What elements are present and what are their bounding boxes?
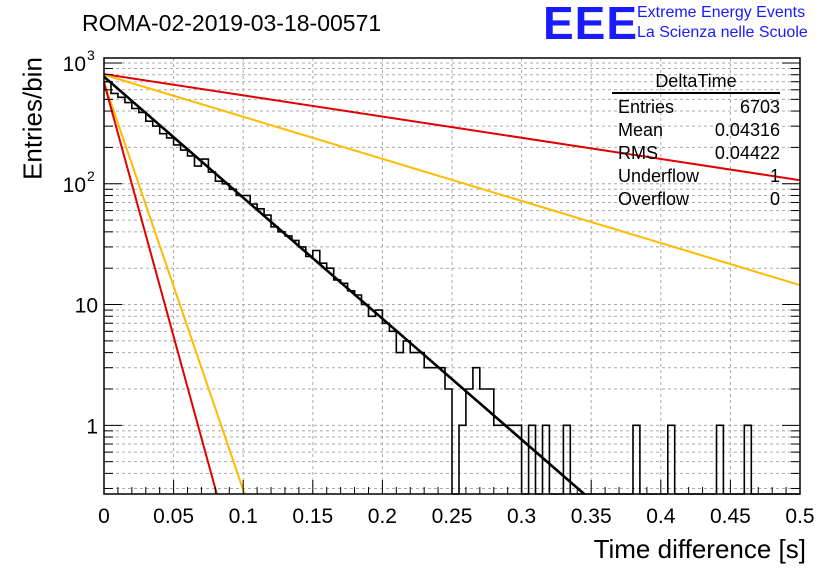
x-tick-label: 0.35	[571, 505, 612, 528]
stats-label: Overflow	[618, 189, 690, 209]
histogram-bin	[362, 305, 369, 494]
histogram-bin	[668, 425, 675, 494]
histogram-bin	[160, 134, 167, 494]
histogram-bin	[529, 425, 536, 494]
stats-label: Entries	[618, 97, 675, 117]
histogram-bin	[417, 353, 424, 494]
y-tick-label: 10	[63, 174, 86, 197]
logo-subtitle-1: Extreme Energy Events	[637, 4, 806, 21]
histogram-bin	[104, 82, 111, 494]
histogram-bin	[194, 166, 201, 494]
stats-box: DeltaTime Entries 6703 Mean 0.04316 RMS 0.0…	[612, 71, 780, 211]
stats-value: 0.04422	[714, 143, 780, 163]
y-tick-exponent: 2	[87, 168, 95, 184]
histogram-bin	[327, 268, 334, 494]
stats-row-underflow: Underflow 1	[612, 165, 780, 188]
histogram-bin	[215, 181, 222, 494]
curve-orange-fast	[103, 82, 246, 495]
histogram-bin	[389, 331, 396, 494]
x-tick-label: 0.3	[507, 505, 536, 528]
histogram-bin	[368, 316, 375, 494]
stats-row-overflow: Overflow 0	[612, 188, 780, 211]
histogram-bin	[243, 195, 250, 494]
stats-label: Underflow	[618, 166, 700, 186]
histogram-bin	[229, 189, 236, 494]
histogram-bin	[257, 209, 264, 494]
histogram-bin	[348, 291, 355, 494]
histogram-bin	[744, 425, 751, 494]
histogram-bin	[188, 156, 195, 494]
eee-logo: EEE	[543, 0, 639, 49]
x-tick-label: 0.5	[785, 505, 814, 528]
curve-fit	[103, 75, 586, 495]
histogram-bin	[445, 389, 452, 494]
histogram-bin	[271, 227, 278, 494]
x-tick-label: 0	[98, 505, 110, 528]
x-tick-label: 0.15	[292, 505, 333, 528]
x-tick-label: 0.4	[646, 505, 676, 528]
y-tick-label: 10	[63, 53, 86, 76]
histogram-bin	[633, 425, 640, 494]
stats-value: 0.04316	[714, 120, 780, 140]
histogram-bin	[250, 204, 257, 494]
stats-label: Mean	[618, 120, 664, 140]
histogram-bin	[299, 247, 306, 494]
histogram-bin	[501, 425, 508, 494]
histogram-bin	[487, 389, 494, 494]
histogram-bin	[508, 425, 515, 494]
logo-subtitle-2: La Scienza nelle Scuole	[637, 24, 808, 41]
stats-label: RMS	[618, 143, 658, 163]
x-tick-label: 0.25	[432, 505, 473, 528]
x-tick-label: 0.45	[710, 505, 751, 528]
histogram-bin	[466, 389, 473, 494]
histogram-bin	[375, 310, 382, 494]
y-tick-exponent: 3	[87, 47, 95, 63]
stats-title: DeltaTime	[612, 71, 780, 94]
histogram-bin	[396, 353, 403, 494]
x-tick-label: 0.2	[368, 505, 397, 528]
y-tick-label: 1	[86, 415, 98, 438]
histogram-bin	[494, 425, 501, 494]
histogram-bin	[236, 195, 243, 494]
curve-orange-slow	[103, 73, 801, 287]
x-tick-label: 0.1	[229, 505, 258, 528]
histogram-bin	[382, 323, 389, 494]
y-tick-label: 10	[75, 295, 98, 318]
histogram-bin	[292, 240, 299, 494]
histogram-bin	[313, 251, 320, 494]
histogram-bin	[174, 145, 181, 494]
y-axis-label: Entries/bin	[17, 57, 48, 180]
histogram-bin	[716, 425, 723, 494]
x-tick-label: 0.05	[153, 505, 194, 528]
histogram-bin	[146, 121, 153, 494]
tick-labels: 0 0.05 0.1 0.15 0.2 0.25 0.3 0.35 0.4 0.45 0.51101…	[63, 47, 815, 528]
stats-row-entries: Entries 6703	[612, 96, 780, 119]
stats-value: 6703	[739, 97, 780, 117]
histogram-bin	[403, 341, 410, 494]
histogram-bin	[459, 425, 466, 494]
axis-ticks	[103, 62, 801, 494]
histogram-bin	[278, 232, 285, 494]
histogram-bin	[410, 353, 417, 494]
fit-curves	[103, 73, 801, 495]
histogram-bin	[320, 263, 327, 494]
stats-value: 0	[769, 189, 780, 209]
chart-title: ROMA-02-2019-03-18-00571	[82, 10, 382, 36]
histogram-bin	[111, 93, 118, 494]
stats-value: 1	[769, 166, 780, 186]
histogram-bin	[355, 295, 362, 494]
curve-red-fast	[103, 82, 218, 495]
x-axis-label: Time difference [s]	[593, 534, 806, 564]
curve-red-slow	[103, 73, 801, 182]
stats-row-mean: Mean 0.04316	[612, 119, 780, 142]
histogram-bin	[306, 256, 313, 494]
stats-row-rms: RMS 0.04422	[612, 142, 780, 165]
histogram-bin	[563, 425, 570, 494]
histogram-bin	[285, 236, 292, 494]
